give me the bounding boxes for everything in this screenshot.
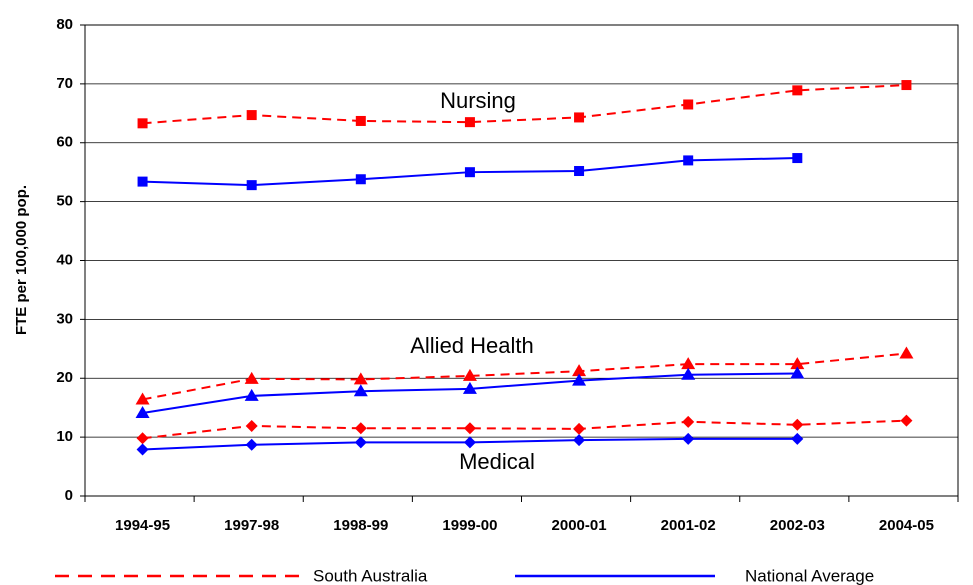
marker — [244, 371, 259, 384]
marker — [353, 372, 368, 385]
y-tick-label: 0 — [65, 487, 73, 504]
marker — [246, 180, 257, 191]
x-tick-label: 1994-95 — [115, 517, 170, 534]
marker — [791, 418, 804, 431]
marker — [353, 384, 368, 397]
marker — [899, 346, 914, 359]
marker — [683, 155, 694, 166]
legend-label: National Average — [745, 566, 874, 585]
marker — [790, 366, 805, 379]
y-tick-label: 50 — [56, 193, 73, 210]
series-line — [142, 419, 907, 440]
annotation: Nursing — [440, 88, 516, 113]
marker — [790, 357, 805, 370]
marker — [900, 414, 913, 427]
marker — [682, 432, 695, 445]
marker — [572, 373, 587, 386]
marker — [792, 85, 803, 96]
series-line — [142, 352, 907, 401]
marker — [245, 438, 258, 451]
annotation: Allied Health — [410, 333, 534, 358]
marker — [463, 422, 476, 435]
marker — [354, 436, 367, 449]
marker — [136, 443, 149, 456]
marker — [355, 115, 366, 126]
marker — [792, 153, 803, 164]
y-tick-label: 10 — [56, 428, 73, 445]
marker — [135, 405, 150, 418]
marker — [464, 117, 475, 128]
marker — [135, 392, 150, 405]
x-tick-label: 2004-05 — [879, 517, 934, 534]
legend-label: South Australia — [313, 566, 428, 585]
series-line — [142, 84, 907, 125]
marker — [682, 415, 695, 428]
y-tick-label: 30 — [56, 310, 73, 327]
y-tick-label: 70 — [56, 75, 73, 92]
marker — [791, 432, 804, 445]
marker — [244, 388, 259, 401]
marker — [246, 110, 257, 121]
x-tick-label: 2000-01 — [552, 517, 607, 534]
marker — [136, 432, 149, 445]
marker — [681, 367, 696, 380]
marker — [574, 166, 585, 177]
marker — [137, 176, 148, 187]
x-tick-label: 2001-02 — [661, 517, 716, 534]
x-tick-label: 1999-00 — [442, 517, 497, 534]
annotation: Medical — [459, 449, 535, 474]
y-tick-label: 60 — [56, 134, 73, 151]
marker — [137, 118, 148, 129]
x-tick-label: 2002-03 — [770, 517, 825, 534]
marker — [245, 419, 258, 432]
marker — [901, 80, 912, 91]
y-axis-label: FTE per 100,000 pop. — [13, 185, 30, 335]
marker — [572, 364, 587, 377]
marker — [574, 112, 585, 123]
y-tick-label: 80 — [56, 16, 73, 33]
x-tick-label: 1998-99 — [333, 517, 388, 534]
marker — [683, 99, 694, 110]
marker — [462, 381, 477, 394]
marker — [681, 357, 696, 370]
x-tick-label: 1997-98 — [224, 517, 279, 534]
y-tick-label: 20 — [56, 369, 73, 386]
marker — [354, 422, 367, 435]
marker — [573, 422, 586, 435]
marker — [355, 174, 366, 185]
marker — [462, 368, 477, 381]
marker — [463, 436, 476, 449]
y-tick-label: 40 — [56, 251, 73, 268]
marker — [573, 434, 586, 447]
marker — [464, 167, 475, 178]
